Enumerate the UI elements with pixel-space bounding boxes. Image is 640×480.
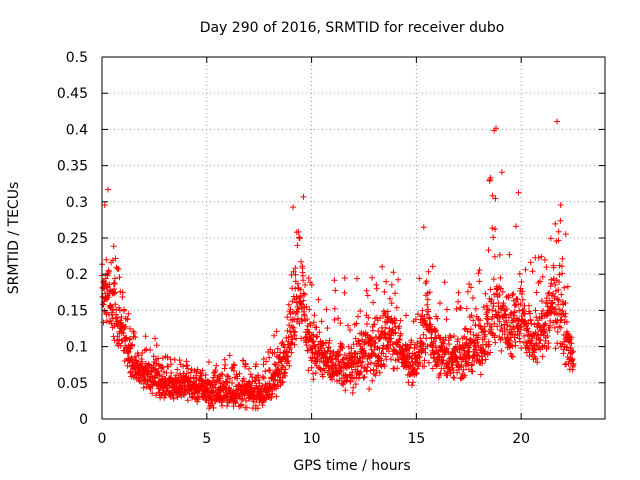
y-axis-label: SRMTID / TECUs (6, 182, 22, 295)
x-tick-label: 10 (303, 431, 321, 447)
y-tick-label: 0.35 (57, 159, 88, 175)
y-tick-label: 0.25 (57, 231, 88, 247)
x-axis-label: GPS time / hours (293, 458, 410, 474)
y-tick-labels: 0 0.05 0.1 0.15 0.2 0.25 0.3 0.35 0.4 0.45 0.5 (57, 50, 88, 428)
x-tick-label: 15 (407, 431, 425, 447)
y-tick-label: 0.45 (57, 86, 88, 102)
y-tick-label: 0.4 (66, 122, 88, 138)
x-tick-label: 20 (512, 431, 530, 447)
grid-lines (102, 57, 605, 419)
y-tick-label: 0.3 (66, 195, 88, 211)
y-tick-label: 0 (79, 412, 88, 428)
y-tick-label: 0.5 (66, 50, 88, 66)
x-tick-labels: 0 5 10 15 20 (98, 431, 531, 447)
x-tick-label: 5 (202, 431, 211, 447)
y-tick-label: 0.15 (57, 303, 88, 319)
y-tick-label: 0.1 (66, 340, 88, 356)
y-tick-label: 0.05 (57, 376, 88, 392)
chart-title: Day 290 of 2016, SRMTID for receiver dub… (200, 20, 505, 36)
x-tick-label: 0 (98, 431, 107, 447)
y-tick-label: 0.2 (66, 267, 88, 283)
axis-ticks (101, 56, 605, 420)
